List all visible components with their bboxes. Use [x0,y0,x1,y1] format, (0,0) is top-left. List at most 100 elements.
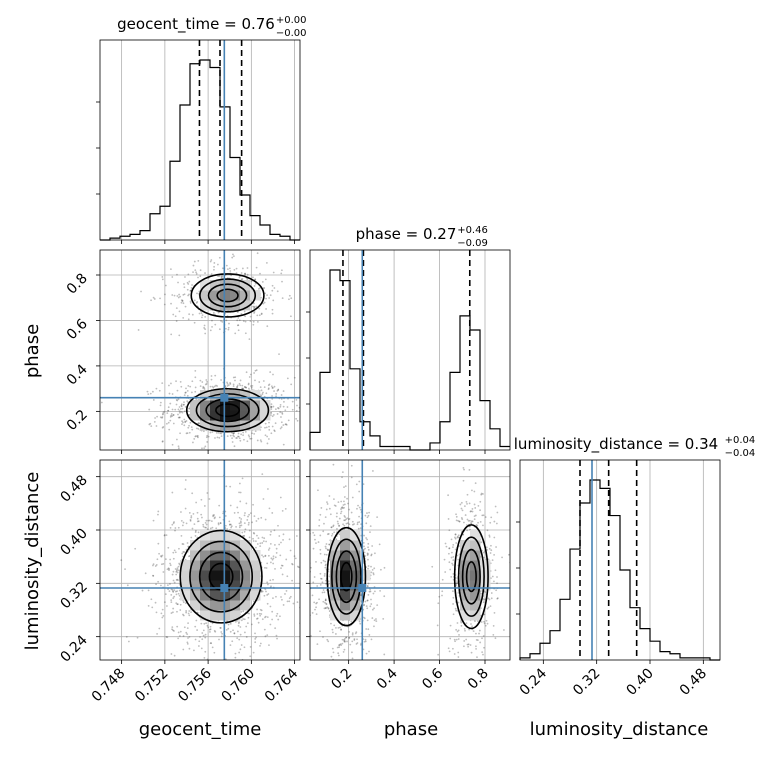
scatter-point [150,425,153,428]
scatter-point [258,612,261,615]
scatter-point [270,406,273,409]
scatter-point [341,638,344,641]
scatter-point [245,386,247,389]
scatter-point [161,440,164,443]
density-cell [200,580,211,591]
scatter-point [204,526,207,529]
scatter-point [330,655,333,658]
scatter-point [281,573,284,576]
contour-line [340,561,353,592]
scatter-point [248,435,251,438]
scatter-point [156,558,159,561]
y-tick-label: 0.24 [57,632,90,665]
scatter-point [248,536,251,539]
scatter-point [260,590,263,593]
scatter-point [490,549,493,552]
scatter-point [243,385,246,388]
scatter-point [205,519,208,522]
x-tick-label: 0.756 [175,665,215,705]
scatter-point [366,516,369,519]
scatter-point [182,614,185,617]
scatter-point [203,388,206,390]
scatter-point [161,616,164,619]
scatter-point [382,617,385,620]
scatter-point [168,568,170,570]
histogram-bin [580,503,590,660]
scatter-point [220,435,223,438]
scatter-point [469,510,472,513]
scatter-point [478,629,481,632]
scatter-point [195,302,198,304]
scatter-point [189,290,192,292]
histogram-bin [330,270,340,450]
scatter-point [210,642,213,645]
contour-line [185,387,270,433]
scatter-point [343,503,346,506]
scatter-point [262,555,265,558]
scatter-point [343,524,346,527]
scatter-point [273,390,275,392]
scatter-point [358,490,361,493]
scatter-point [493,536,496,539]
density-cell [240,570,251,581]
scatter-point [235,437,237,439]
scatter-point [177,526,180,529]
scatter-point [221,275,223,278]
scatter-point [366,584,369,587]
scatter-point [479,500,482,503]
scatter-point [463,627,466,630]
scatter-point [248,513,251,516]
density-cell [200,400,211,411]
scatter-point [245,371,248,374]
scatter-point [196,520,199,523]
density-cell [210,290,221,301]
scatter-point [329,513,332,516]
scatter-point [271,284,274,287]
scatter-point [175,320,178,322]
scatter-point [231,441,234,443]
scatter-point [254,379,256,382]
scatter-point [177,579,179,582]
scatter-point [232,664,234,666]
density-cell [230,550,241,561]
scatter-point [205,379,208,381]
scatter-point [232,253,234,256]
scatter-point [461,518,464,521]
scatter-point [283,400,285,403]
scatter-point [267,438,270,440]
scatter-point [188,293,190,296]
scatter-point [226,385,229,387]
scatter-point [233,632,236,635]
scatter-point [383,653,386,656]
scatter-point [251,521,254,524]
scatter-point [257,517,260,520]
scatter-point [257,537,260,540]
density-cell [240,280,251,291]
scatter-point [186,400,189,403]
scatter-point [437,653,440,656]
scatter-point [493,580,495,583]
density-cell [180,590,191,601]
scatter-point [171,588,174,591]
scatter-point [455,542,458,544]
scatter-point [481,514,484,517]
scatter-point [243,618,246,621]
scatter-point [186,633,189,635]
scatter-point [189,302,192,304]
scatter-point [188,424,190,427]
scatter-point [476,524,479,527]
scatter-point [353,638,356,640]
scatter-point [448,529,451,532]
scatter-point [199,275,202,278]
scatter-point [495,546,497,548]
scatter-point [179,432,181,435]
scatter-point [487,597,490,600]
scatter-point [453,653,456,655]
scatter-point [347,502,349,505]
scatter-point [484,624,487,627]
scatter-point [460,620,462,623]
scatter-point [271,289,274,292]
histogram-bin [530,654,540,660]
scatter-point [344,519,346,522]
scatter-point [353,523,355,525]
